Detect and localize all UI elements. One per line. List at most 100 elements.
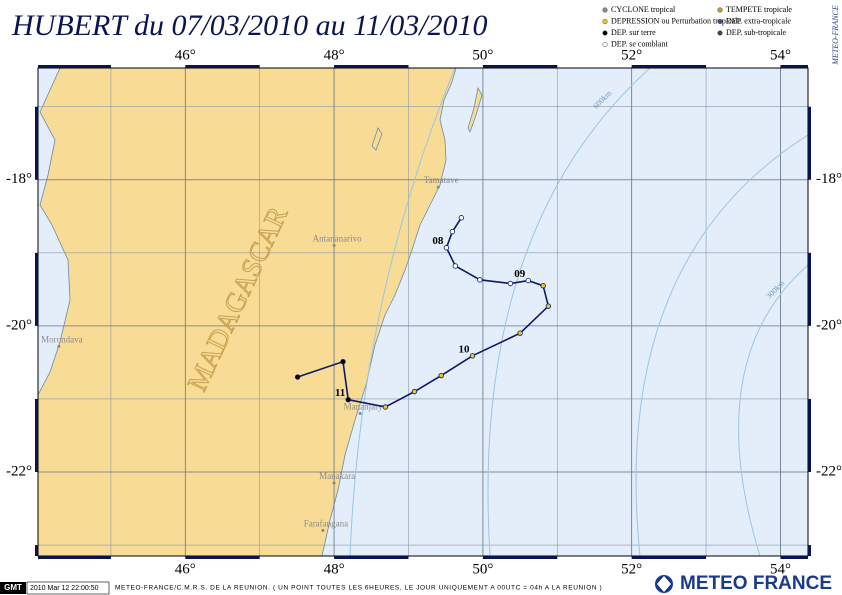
ring <box>349 68 456 556</box>
city <box>332 244 336 248</box>
ring <box>487 68 651 556</box>
island <box>371 127 383 151</box>
legend-label: TEMPETE tropicale <box>726 5 792 14</box>
y-tick-label: -22° <box>816 463 842 479</box>
logo <box>657 576 671 592</box>
border-band <box>631 65 707 68</box>
map: 600km 300km MADAGASCAR TamataveAntananar… <box>38 68 808 556</box>
city <box>332 481 336 485</box>
city-label: Manakara <box>319 471 355 481</box>
legend-label: DEP. sub-tropicale <box>726 28 786 37</box>
legend-swatch <box>602 7 608 13</box>
y-tick-label: -18° <box>6 171 32 187</box>
x-tick-label: 50° <box>472 47 493 63</box>
track-point <box>458 215 465 221</box>
city <box>436 185 440 189</box>
border-band <box>808 252 811 326</box>
border-band <box>35 398 38 472</box>
x-tick-label: 46° <box>175 47 196 63</box>
legend-swatch <box>602 41 608 48</box>
city-label: Farafangana <box>304 518 348 528</box>
border-band <box>185 556 260 559</box>
city <box>358 412 362 416</box>
day-label: 10 <box>458 343 470 355</box>
city <box>57 344 61 348</box>
border-band <box>808 106 811 180</box>
track-point <box>469 353 476 359</box>
day-label: 11 <box>335 387 345 399</box>
track-point <box>382 404 389 410</box>
border-band <box>808 545 811 556</box>
legend-swatch <box>602 18 608 25</box>
legend-label: DEP. se comblant <box>611 39 668 48</box>
city-label: Tamatave <box>424 175 459 185</box>
track-point <box>540 283 546 289</box>
y-tick-label: -18° <box>816 171 842 187</box>
track-point <box>525 277 531 284</box>
x-tick-label: 52° <box>621 561 642 577</box>
gmt-box <box>0 582 26 594</box>
track-point <box>477 277 483 283</box>
day-label: 08 <box>432 235 444 247</box>
border-band <box>482 65 558 68</box>
x-tick-label: 50° <box>472 561 493 577</box>
track-point <box>294 374 301 380</box>
x-tick-label: 52° <box>621 47 642 63</box>
footer-note: METEO-FRANCE/C.M.R.S. DE LA REUNION. ( U… <box>115 585 602 592</box>
x-tick-label: 54° <box>770 561 791 577</box>
title: HUBERT du 07/03/2010 au 11/03/2010 <box>11 9 488 42</box>
city-label: Mananjary <box>344 402 383 412</box>
city-label: Morondava <box>41 334 83 344</box>
border-band <box>35 545 38 556</box>
border-band <box>185 65 260 68</box>
ring <box>635 134 808 556</box>
track-point <box>507 280 514 287</box>
border-band <box>35 106 38 180</box>
legend-label: CYCLONE tropical <box>611 5 676 14</box>
brand: METEO FRANCE <box>680 573 832 594</box>
legend-swatch <box>717 18 723 25</box>
track-point <box>411 388 418 395</box>
city <box>321 528 325 532</box>
city-label: Antananarivo <box>313 234 362 244</box>
track-point <box>345 396 351 403</box>
border-band <box>808 398 811 472</box>
timestamp-box <box>26 581 110 595</box>
border-band <box>334 556 409 559</box>
track-point <box>449 228 456 235</box>
track-point <box>517 330 523 336</box>
legend-swatch <box>717 30 723 36</box>
border-band <box>38 65 111 68</box>
border-band <box>780 556 808 559</box>
land <box>38 68 457 556</box>
track-point <box>438 372 444 379</box>
border-band <box>482 556 558 559</box>
border-band <box>38 556 111 559</box>
y-tick-label: -20° <box>6 317 32 333</box>
y-tick-label: -22° <box>6 463 32 479</box>
x-tick-label: 46° <box>175 561 196 577</box>
gmt: GMT <box>4 583 22 592</box>
timestamp: 2010 Mar 12 22:00:50 <box>30 585 99 592</box>
legend-swatch <box>602 30 608 36</box>
track-point <box>545 303 552 309</box>
border-band <box>334 65 409 68</box>
x-tick-label: 48° <box>324 47 345 63</box>
track-point <box>452 263 459 269</box>
ring <box>738 264 808 556</box>
border-band <box>631 556 707 559</box>
day-label: 09 <box>514 268 526 280</box>
side-brand: METEO-FRANCE <box>831 5 840 66</box>
x-tick-label: 48° <box>324 561 345 577</box>
track-point <box>443 245 450 251</box>
legend-label: DEP. sur terre <box>611 28 656 37</box>
border-band <box>35 252 38 326</box>
legend-label: DEPRESSION ou Perturbation tropicale <box>611 16 741 25</box>
border-band <box>780 65 808 68</box>
track-point <box>340 358 346 365</box>
legend-label: DEP. extra-tropicale <box>726 16 791 25</box>
island <box>467 86 483 134</box>
x-tick-label: 54° <box>770 47 791 63</box>
legend-swatch <box>717 7 723 13</box>
